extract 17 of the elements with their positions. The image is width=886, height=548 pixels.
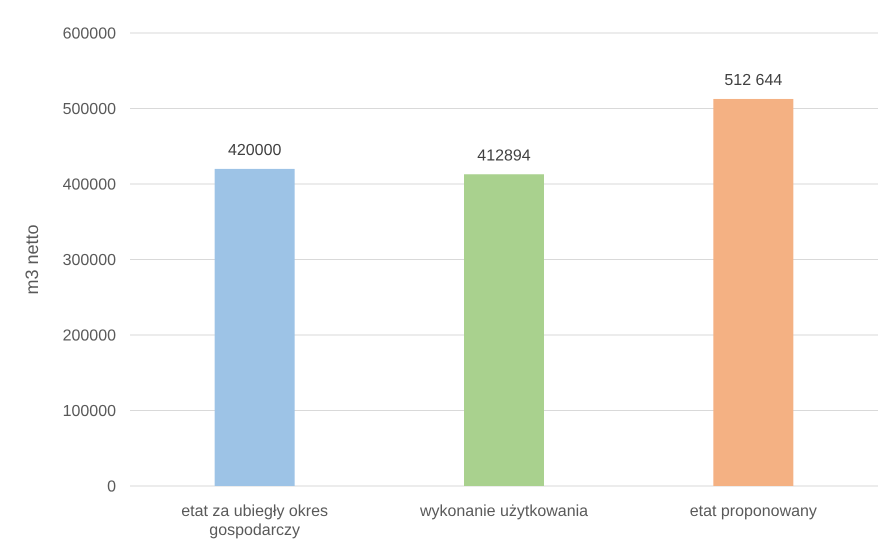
x-tick-label: etat proponowany	[690, 503, 817, 520]
y-tick-label: 500000	[62, 101, 116, 118]
x-tick-label: etat za ubiegły okres gospodarczy	[181, 503, 328, 539]
y-tick-label: 100000	[62, 403, 116, 420]
data-label: 420000	[228, 142, 282, 159]
y-tick-label: 400000	[62, 176, 116, 194]
y-axis-title: m3 netto	[22, 224, 42, 295]
y-tick-label: 0	[107, 478, 116, 496]
bar	[713, 98, 794, 486]
x-tick-label: wykonanie użytkowania	[418, 503, 588, 520]
data-label: 512 644	[724, 72, 782, 89]
y-tick-label: 300000	[62, 252, 116, 270]
bar	[214, 168, 295, 486]
y-tick-label: 600000	[62, 26, 116, 43]
data-label: 412894	[477, 147, 531, 164]
bar	[464, 174, 544, 486]
y-tick-label: 200000	[62, 328, 116, 345]
